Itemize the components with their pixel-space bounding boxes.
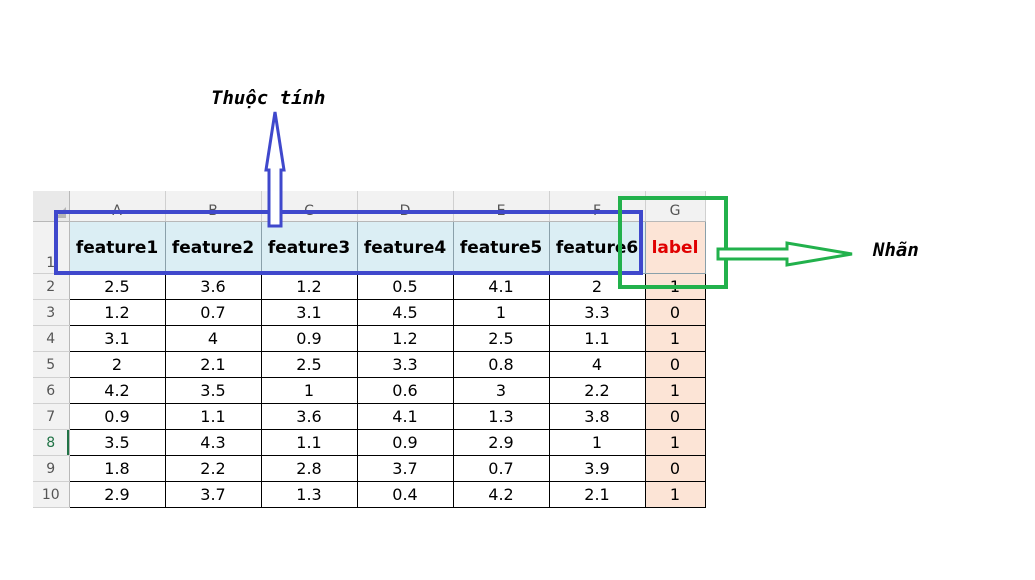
row-number[interactable]: 3 xyxy=(33,299,70,326)
row-number[interactable]: 6 xyxy=(33,377,70,404)
feature-value-cell[interactable]: 3.6 xyxy=(164,273,262,300)
row-number[interactable]: 9 xyxy=(33,455,70,482)
header-cell-label[interactable]: label xyxy=(644,221,706,274)
feature-value-cell[interactable]: 2.9 xyxy=(68,481,166,508)
feature-value-cell[interactable]: 1.2 xyxy=(68,299,166,326)
feature-value-cell[interactable]: 3.7 xyxy=(164,481,262,508)
feature-value-cell[interactable]: 0.7 xyxy=(452,455,550,482)
feature-value-cell[interactable]: 0.9 xyxy=(260,325,358,352)
features-annotation: Thuộc tính xyxy=(211,87,325,109)
feature-value-cell[interactable]: 2.1 xyxy=(164,351,262,378)
feature-value-cell[interactable]: 3.8 xyxy=(548,403,646,430)
feature-value-cell[interactable]: 4 xyxy=(548,351,646,378)
feature-value-cell[interactable]: 2.5 xyxy=(68,273,166,300)
table-row: 4 3.1 4 0.9 1.2 2.5 1.1 1 xyxy=(33,325,706,352)
row-number[interactable]: 7 xyxy=(33,403,70,430)
label-value-cell[interactable]: 1 xyxy=(644,325,706,352)
row-number[interactable]: 5 xyxy=(33,351,70,378)
column-header-row: A B C D E F G xyxy=(33,191,706,222)
header-row: 1 feature1 feature2 feature3 feature4 fe… xyxy=(33,221,706,274)
header-cell-feature6[interactable]: feature6 xyxy=(548,221,646,274)
table-row: 2 2.5 3.6 1.2 0.5 4.1 2 1 xyxy=(33,273,706,300)
features-highlight-box xyxy=(54,210,643,275)
feature-value-cell[interactable]: 4.2 xyxy=(452,481,550,508)
feature-value-cell[interactable]: 1.2 xyxy=(356,325,454,352)
header-cell-feature2[interactable]: feature2 xyxy=(164,221,262,274)
label-value-cell[interactable]: 1 xyxy=(644,481,706,508)
label-value-cell[interactable]: 1 xyxy=(644,429,706,456)
spreadsheet-table: A B C D E F G 1 feature1 feature2 featur… xyxy=(33,191,706,508)
feature-value-cell[interactable]: 3.1 xyxy=(260,299,358,326)
feature-value-cell[interactable]: 3.9 xyxy=(548,455,646,482)
right-arrow-icon xyxy=(716,241,853,267)
feature-value-cell[interactable]: 2.2 xyxy=(548,377,646,404)
row-number[interactable]: 1 xyxy=(33,221,70,274)
label-value-cell[interactable]: 0 xyxy=(644,455,706,482)
header-cell-feature5[interactable]: feature5 xyxy=(452,221,550,274)
row-number[interactable]: 10 xyxy=(33,481,70,508)
table-row: 8 3.5 4.3 1.1 0.9 2.9 1 1 xyxy=(33,429,706,456)
column-header-d[interactable]: D xyxy=(357,191,454,222)
feature-value-cell[interactable]: 3.7 xyxy=(356,455,454,482)
label-annotation: Nhãn xyxy=(872,239,919,261)
feature-value-cell[interactable]: 2.1 xyxy=(548,481,646,508)
feature-value-cell[interactable]: 1.1 xyxy=(260,429,358,456)
feature-value-cell[interactable]: 2.2 xyxy=(164,455,262,482)
feature-value-cell[interactable]: 0.9 xyxy=(68,403,166,430)
feature-value-cell[interactable]: 4.5 xyxy=(356,299,454,326)
up-arrow-icon xyxy=(264,111,286,228)
column-header-e[interactable]: E xyxy=(453,191,550,222)
label-value-cell[interactable]: 0 xyxy=(644,351,706,378)
feature-value-cell[interactable]: 3.5 xyxy=(68,429,166,456)
feature-value-cell[interactable]: 0.4 xyxy=(356,481,454,508)
header-cell-feature4[interactable]: feature4 xyxy=(356,221,454,274)
feature-value-cell[interactable]: 1.1 xyxy=(164,403,262,430)
feature-value-cell[interactable]: 1.2 xyxy=(260,273,358,300)
header-cell-feature3[interactable]: feature3 xyxy=(260,221,358,274)
feature-value-cell[interactable]: 4.1 xyxy=(356,403,454,430)
feature-value-cell[interactable]: 4.1 xyxy=(452,273,550,300)
table-row: 10 2.9 3.7 1.3 0.4 4.2 2.1 1 xyxy=(33,481,706,508)
feature-value-cell[interactable]: 2.5 xyxy=(260,351,358,378)
feature-value-cell[interactable]: 3.1 xyxy=(68,325,166,352)
label-highlight-box xyxy=(618,196,728,289)
select-all-corner[interactable] xyxy=(33,191,70,222)
feature-value-cell[interactable]: 3.6 xyxy=(260,403,358,430)
row-number[interactable]: 4 xyxy=(33,325,70,352)
feature-value-cell[interactable]: 1.8 xyxy=(68,455,166,482)
feature-value-cell[interactable]: 1 xyxy=(548,429,646,456)
feature-value-cell[interactable]: 1.1 xyxy=(548,325,646,352)
feature-value-cell[interactable]: 2.5 xyxy=(452,325,550,352)
table-row: 5 2 2.1 2.5 3.3 0.8 4 0 xyxy=(33,351,706,378)
header-cell-feature1[interactable]: feature1 xyxy=(68,221,166,274)
feature-value-cell[interactable]: 2.8 xyxy=(260,455,358,482)
feature-value-cell[interactable]: 1 xyxy=(452,299,550,326)
feature-value-cell[interactable]: 3.3 xyxy=(356,351,454,378)
sheet-body: 1 feature1 feature2 feature3 feature4 fe… xyxy=(33,221,706,508)
label-value-cell[interactable]: 0 xyxy=(644,299,706,326)
feature-value-cell[interactable]: 1.3 xyxy=(260,481,358,508)
feature-value-cell[interactable]: 0.9 xyxy=(356,429,454,456)
table-row: 9 1.8 2.2 2.8 3.7 0.7 3.9 0 xyxy=(33,455,706,482)
label-value-cell[interactable]: 1 xyxy=(644,377,706,404)
